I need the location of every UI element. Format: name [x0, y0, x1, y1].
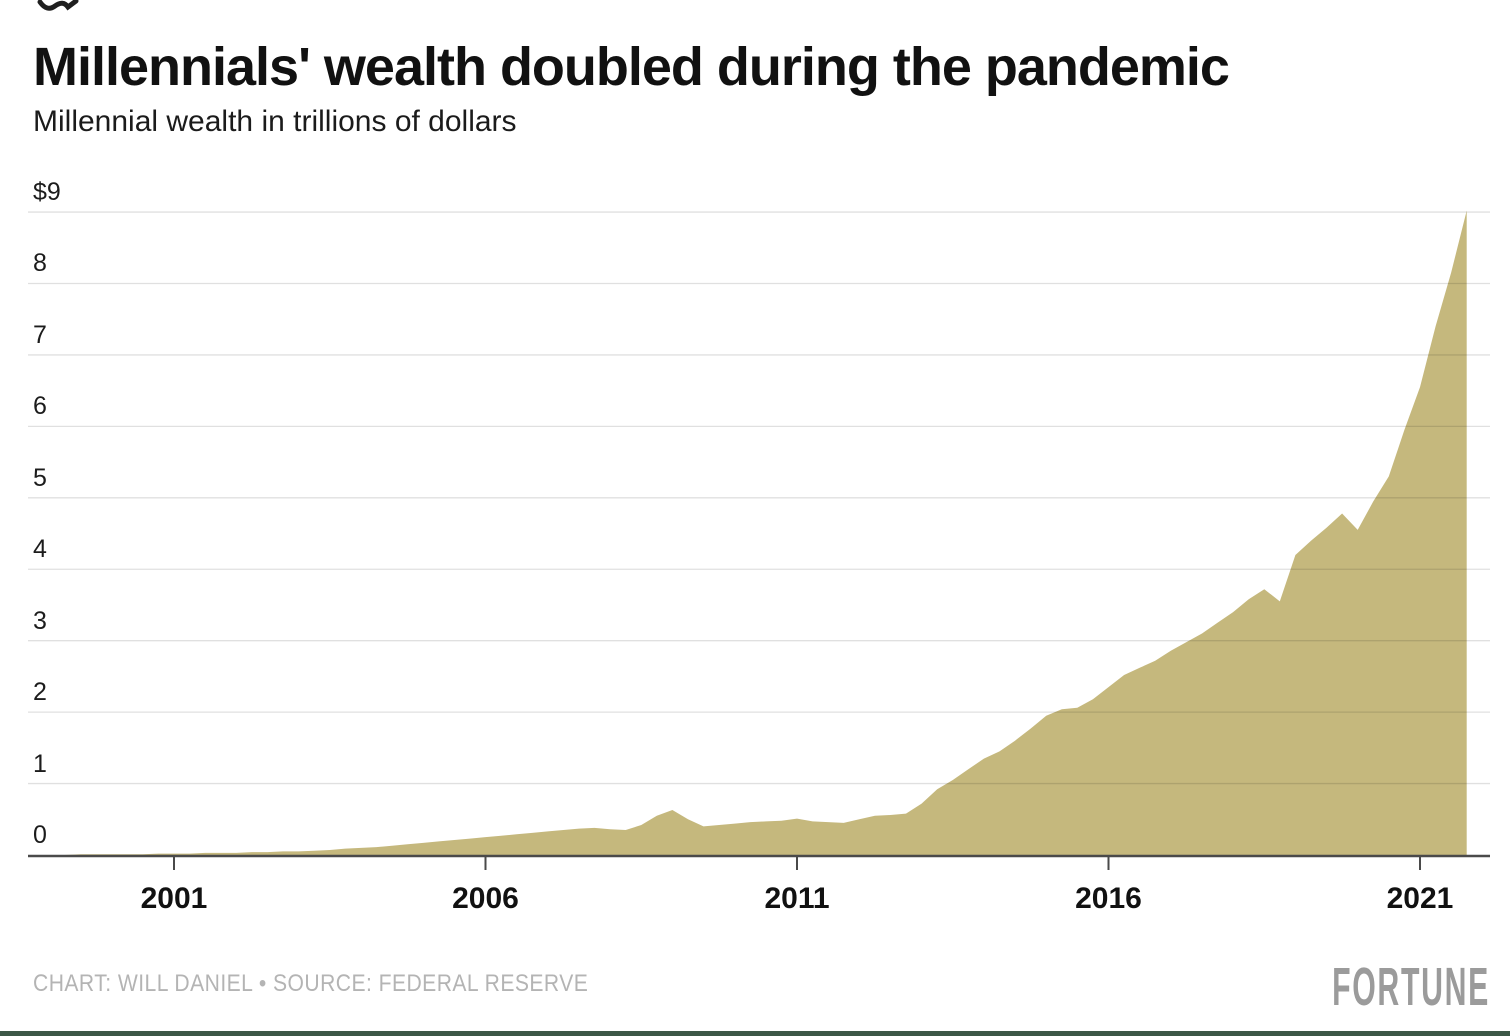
bottom-accent-bar [0, 1031, 1510, 1036]
cropped-artifact [37, 0, 79, 11]
wealth-area-series [33, 210, 1467, 856]
y-axis-label-9: $9 [33, 178, 61, 207]
y-axis-label-8: 8 [33, 249, 47, 278]
y-axis-label-1: 1 [33, 749, 47, 778]
y-axis-label-4: 4 [33, 535, 47, 564]
fortune-logo: FORTUNE [1332, 957, 1490, 1017]
y-axis-label-5: 5 [33, 463, 47, 492]
x-axis-label-2001: 2001 [140, 882, 208, 915]
chart-title: Millennials' wealth doubled during the p… [33, 37, 1230, 97]
y-axis-label-0: 0 [33, 821, 47, 849]
x-axis-label-2006: 2006 [452, 882, 519, 915]
y-axis-label-3: 3 [33, 606, 47, 635]
credit-line: CHART: WILL DANIEL • SOURCE: FEDERAL RES… [33, 970, 589, 997]
y-axis-label-6: 6 [33, 392, 47, 421]
y-axis-label-2: 2 [33, 678, 47, 707]
x-axis-label-2021: 2021 [1386, 882, 1454, 915]
area-chart-plot [28, 210, 1490, 870]
x-axis-label-2011: 2011 [764, 882, 830, 915]
y-axis-label-7: 7 [33, 320, 47, 349]
chart-subtitle: Millennial wealth in trillions of dollar… [33, 105, 517, 138]
x-axis-label-2016: 2016 [1075, 882, 1142, 915]
